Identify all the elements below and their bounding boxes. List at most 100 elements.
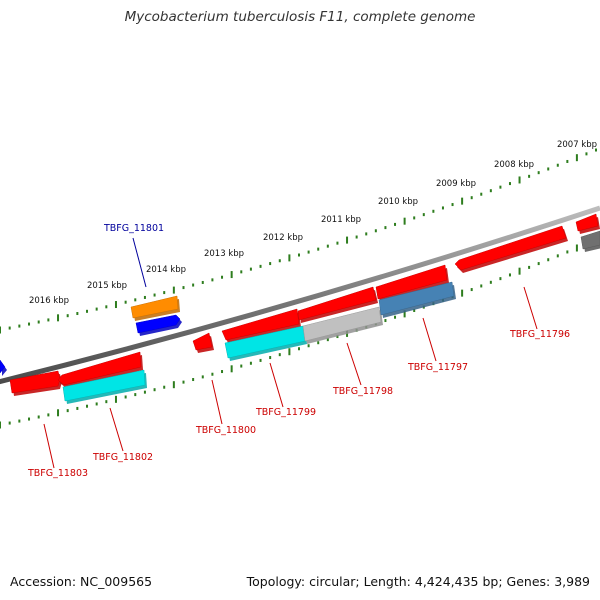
outer-tick (403, 217, 406, 225)
gene-tbfg_11800[interactable] (192, 332, 213, 351)
kbp-label: 2012 kbp (263, 233, 303, 243)
kbp-label: 2008 kbp (494, 160, 534, 170)
outer-tick (8, 326, 11, 330)
outer-tick (47, 318, 50, 322)
inner-tick (336, 335, 339, 339)
gene-orange-feature[interactable] (130, 295, 179, 319)
label-leader-line (523, 286, 538, 330)
inner-tick (403, 310, 406, 318)
outer-tick (76, 312, 79, 316)
kbp-label-layer: 2007 kbp 2008 kbp 2009 kbp 2010 kbp 2011 kbp… (29, 140, 597, 306)
inner-tick (66, 409, 69, 413)
outer-tick (288, 254, 291, 262)
outer-tick (230, 271, 233, 279)
gene-right-red[interactable] (575, 213, 599, 232)
inner-tick (163, 385, 166, 389)
inner-tick (172, 381, 175, 389)
inner-tick (307, 344, 310, 348)
gene-tbfg_11803[interactable] (9, 370, 61, 394)
inner-tick (230, 365, 233, 373)
gene-label-tbfg_11798[interactable]: TBFG_11798 (332, 386, 393, 397)
gene-tbfg_11797[interactable] (378, 281, 455, 316)
outer-tick (0, 326, 1, 334)
outer-tick (585, 152, 588, 156)
outer-tick (163, 291, 166, 295)
outer-tick (201, 280, 204, 284)
gene-tbfg_11802[interactable] (62, 369, 146, 402)
inner-tick (240, 364, 243, 368)
outer-tick-ring (0, 148, 597, 334)
kbp-label: 2015 kbp (87, 281, 127, 291)
outer-tick (221, 275, 224, 279)
outer-tick (566, 159, 569, 163)
gene-tbfg_11799-red[interactable] (221, 308, 300, 341)
kbp-label: 2014 kbp (146, 265, 186, 275)
gene-tbfg_11801[interactable] (135, 314, 181, 334)
outer-tick (547, 167, 550, 171)
outer-tick (575, 154, 578, 162)
inner-tick (384, 319, 387, 323)
inner-tick (37, 415, 40, 419)
outer-tick (499, 185, 502, 189)
inner-tick (153, 388, 156, 392)
inner-tick (269, 356, 272, 360)
gene-tbfg_11797-red[interactable] (375, 264, 448, 300)
gene-tbfg_11796[interactable] (454, 225, 567, 271)
inner-tick (201, 375, 204, 379)
outer-tick (461, 197, 464, 205)
outer-tick (57, 314, 60, 322)
outer-tick (326, 244, 329, 248)
gene-label-tbfg_11796[interactable]: TBFG_11796 (509, 329, 570, 340)
outer-tick (336, 241, 339, 245)
inner-tick (537, 262, 540, 266)
gene-label-tbfg_11797[interactable]: TBFG_11797 (407, 362, 468, 373)
gene-right-grey[interactable] (580, 230, 600, 250)
outer-tick (66, 314, 69, 318)
inner-tick (95, 402, 98, 406)
outer-tick (365, 232, 368, 236)
outer-tick (124, 300, 127, 304)
inner-tick (394, 315, 397, 319)
inner-tick (575, 244, 578, 252)
inner-tick (326, 338, 329, 342)
outer-tick (595, 148, 597, 152)
inner-tick-ring (0, 238, 597, 429)
label-leader-line (43, 423, 55, 469)
gene-tbfg_11798[interactable] (302, 306, 382, 342)
inner-tick (298, 347, 300, 351)
label-leader-line (269, 362, 284, 408)
gene-label-tbfg_11802[interactable]: TBFG_11802 (92, 452, 153, 463)
inner-tick (547, 258, 550, 262)
outer-tick (528, 174, 531, 178)
outer-tick (451, 203, 454, 207)
inner-tick (192, 378, 195, 382)
inner-tick (76, 406, 79, 410)
gene-label-tbfg_11801[interactable]: TBFG_11801 (103, 223, 164, 234)
gene-label-tbfg_11803[interactable]: TBFG_11803 (27, 468, 88, 479)
inner-tick (182, 380, 185, 384)
gene-label-tbfg_11799[interactable]: TBFG_11799 (255, 407, 316, 418)
inner-tick (480, 284, 483, 288)
gene-tbfg_11798-red[interactable] (297, 286, 377, 321)
outer-tick (317, 247, 320, 251)
outer-tick (480, 192, 483, 196)
genome-backbone (0, 205, 600, 385)
inner-tick (528, 265, 531, 269)
gene-left-edge-blue[interactable] (0, 359, 6, 374)
gene-tbfg_11802-red[interactable] (57, 351, 142, 386)
outer-tick (346, 236, 349, 244)
outer-tick (298, 253, 300, 257)
outer-tick (172, 286, 175, 294)
inner-tick (18, 419, 21, 423)
label-leader-line (346, 342, 362, 386)
inner-tick (8, 421, 11, 425)
gene-label-tbfg_11800[interactable]: TBFG_11800 (195, 425, 256, 436)
kbp-label: 2011 kbp (321, 215, 361, 225)
outer-tick (470, 196, 473, 200)
kbp-label: 2007 kbp (557, 140, 597, 150)
outer-tick (18, 324, 21, 328)
outer-tick (537, 171, 540, 175)
inner-tick (259, 358, 262, 362)
inner-tick (28, 417, 31, 421)
